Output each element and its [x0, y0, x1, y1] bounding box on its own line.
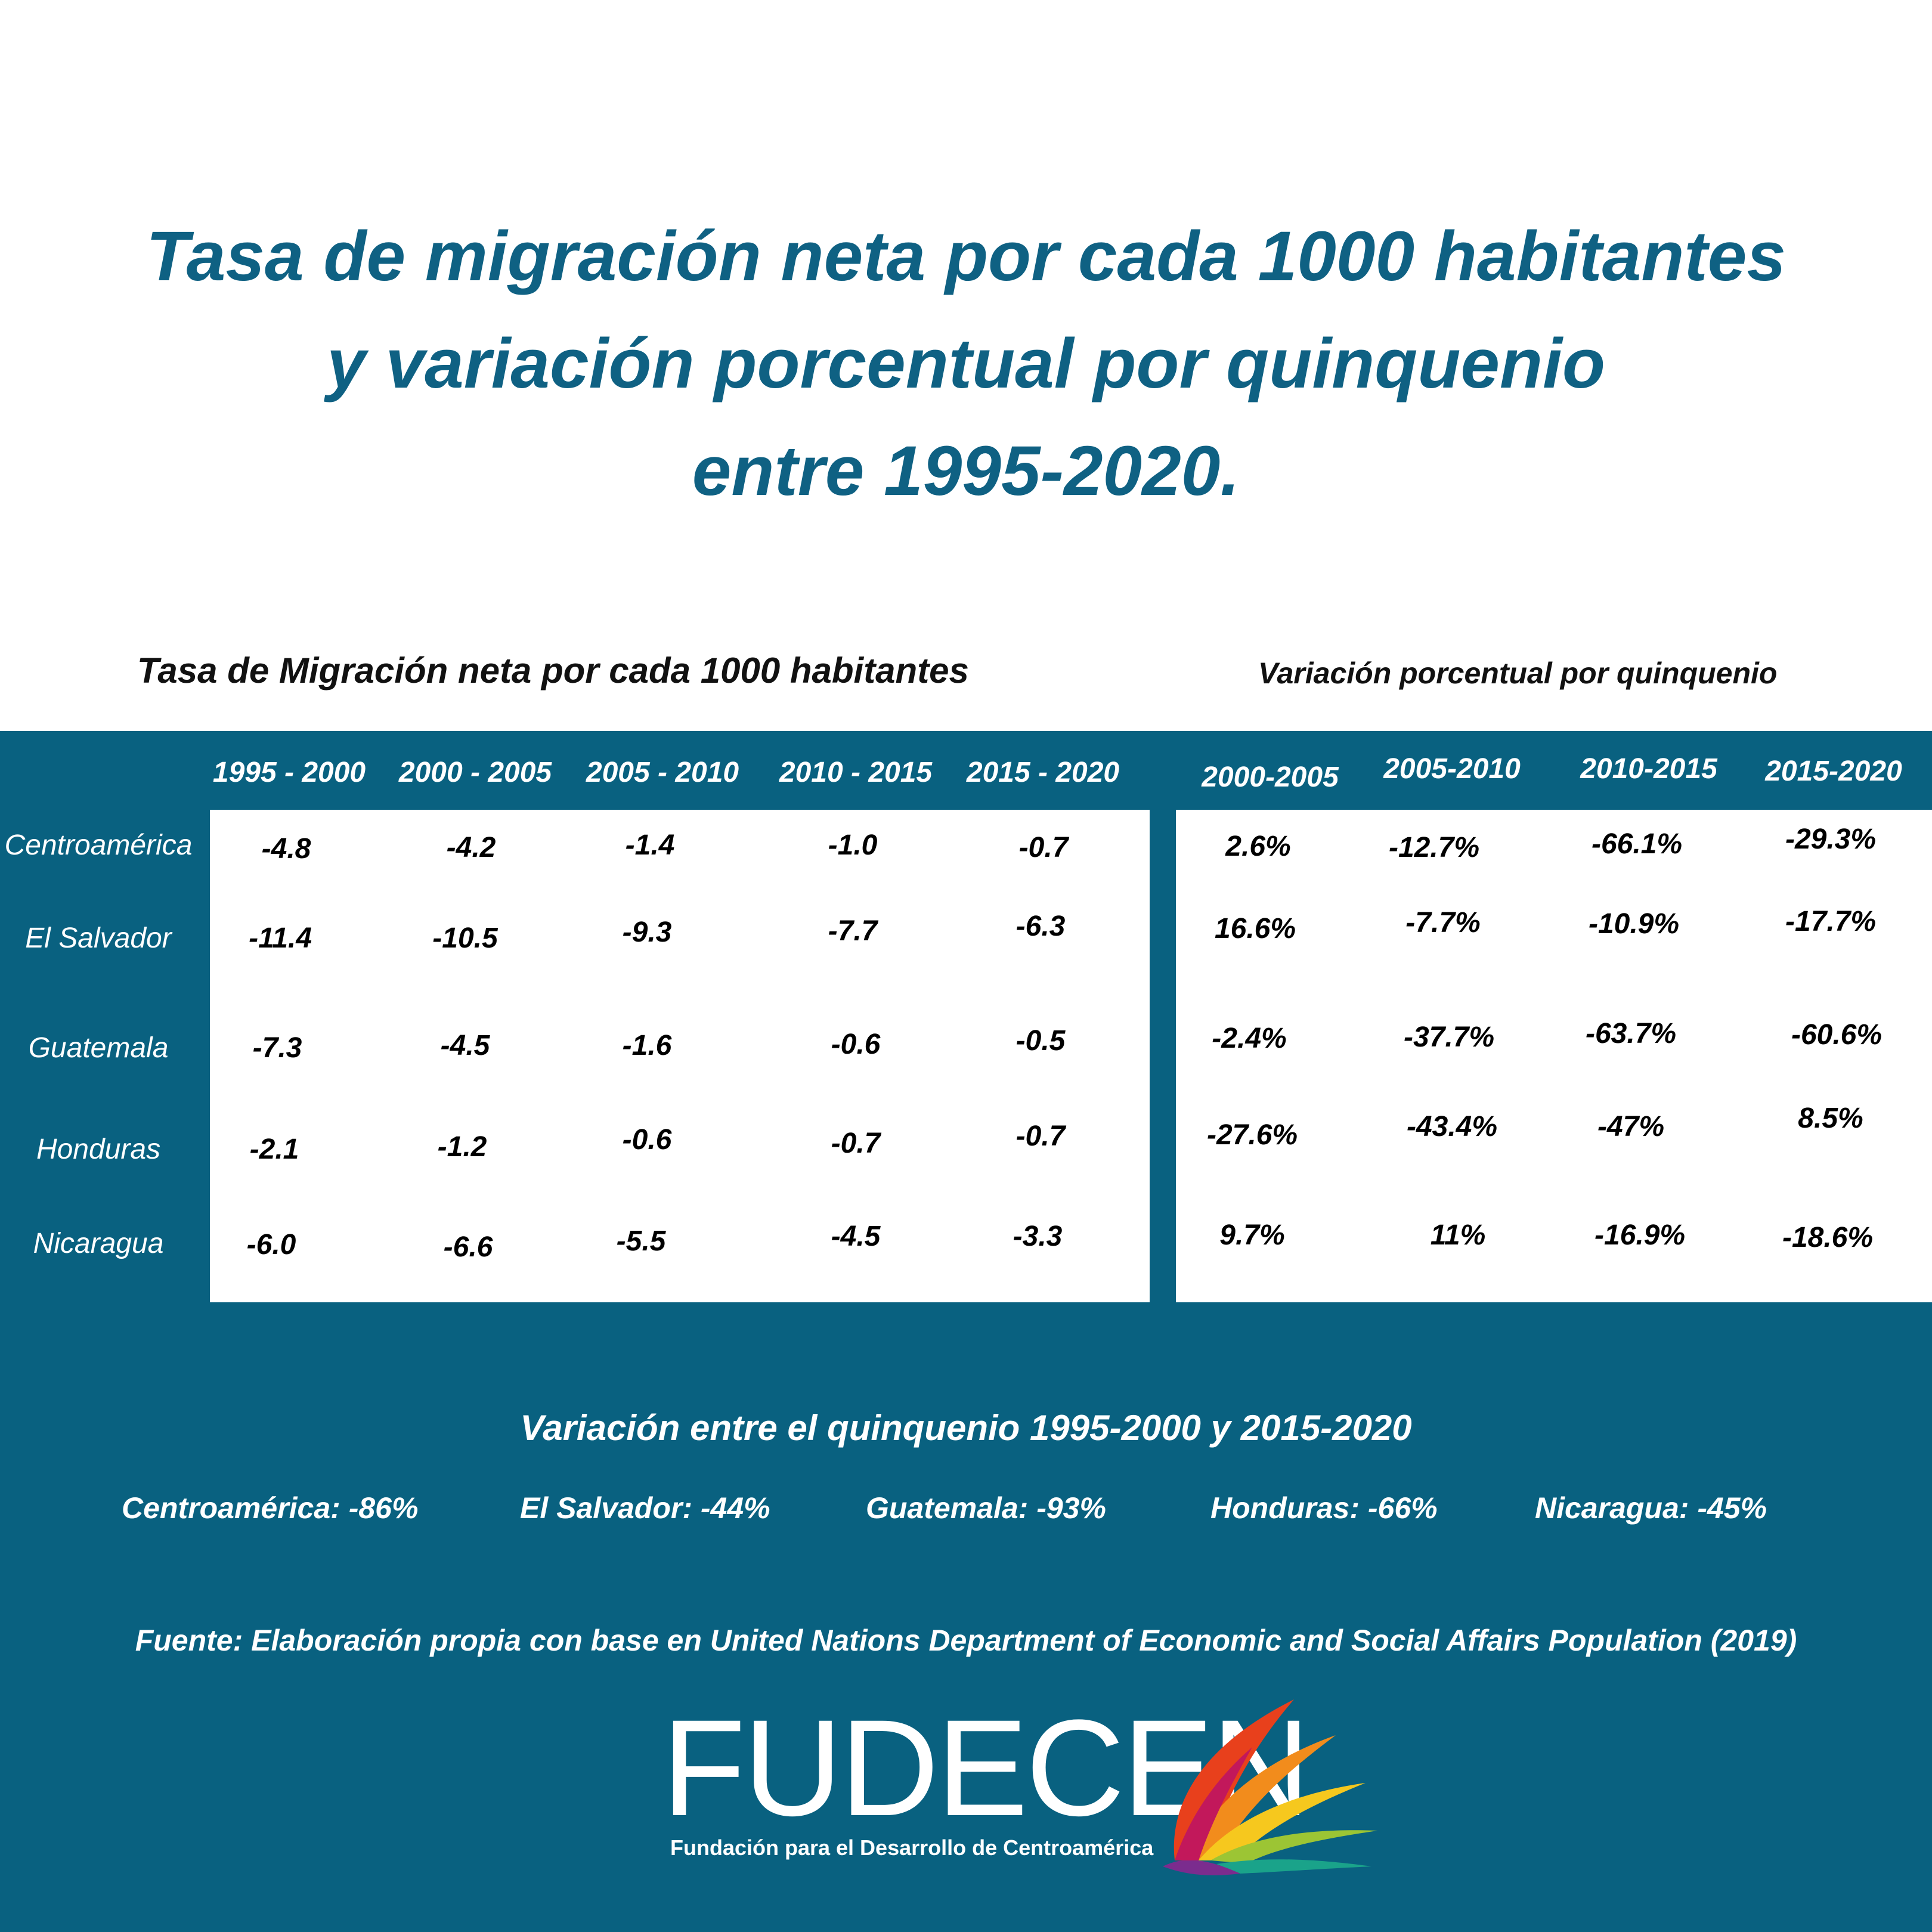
variation-cell: -7.7% [1405, 907, 1481, 939]
variation-cell: -66.1% [1591, 828, 1683, 860]
variation-table-panel [1176, 810, 1932, 1302]
rate-cell: -1.2 [437, 1131, 487, 1163]
rate-cell: -2.1 [249, 1134, 299, 1165]
source-note: Fuente: Elaboración propia con base en U… [135, 1624, 1797, 1657]
rate-cell: -4.5 [831, 1221, 881, 1252]
variation-cell: 2.6% [1225, 831, 1291, 862]
variation-cell: 16.6% [1214, 913, 1296, 945]
variation-cell: -10.9% [1588, 908, 1680, 940]
rate-cell: -1.0 [828, 829, 878, 861]
rates-col-header: 2005 - 2010 [586, 757, 739, 788]
variation-summary-item: El Salvador: -44% [520, 1491, 770, 1525]
variation-cell: -16.9% [1594, 1219, 1686, 1251]
rate-cell: -1.6 [622, 1030, 672, 1061]
variation-cell: -17.7% [1785, 906, 1877, 937]
variation-cell: -63.7% [1585, 1018, 1677, 1049]
rate-cell: -3.3 [1013, 1221, 1063, 1252]
variation-col-header: 2000-2005 [1202, 761, 1339, 793]
title-line-1: Tasa de migración neta por cada 1000 hab… [146, 217, 1786, 296]
variation-cell: -2.4% [1212, 1023, 1287, 1054]
variation-summary-item: Guatemala: -93% [866, 1491, 1106, 1525]
rate-cell: -6.6 [443, 1231, 493, 1263]
rates-col-header: 1995 - 2000 [212, 757, 366, 788]
rates-col-header: 2000 - 2005 [398, 757, 552, 788]
variation-summary-title: Variación entre el quinquenio 1995-2000 … [520, 1408, 1412, 1448]
variation-cell: -47% [1597, 1111, 1665, 1143]
rate-cell: -0.6 [831, 1029, 881, 1060]
title-line-2: y variación porcentual por quinquenio [327, 324, 1605, 403]
rate-cell: -4.8 [261, 833, 311, 865]
logo-tagline: Fundación para el Desarrollo de Centroam… [670, 1835, 1154, 1860]
variation-cell: 8.5% [1798, 1103, 1863, 1134]
variation-cell: -60.6% [1791, 1019, 1883, 1051]
row-label-honduras: Honduras [36, 1134, 161, 1165]
variation-cell: 9.7% [1219, 1219, 1285, 1251]
variation-cell: -29.3% [1785, 823, 1877, 855]
rate-cell: -5.5 [616, 1225, 666, 1257]
variation-col-header: 2005-2010 [1383, 753, 1521, 785]
variation-summary-item: Centroamérica: -86% [122, 1491, 419, 1525]
fudecen-logo: FUDECEN Fundación para el Desarrollo de … [662, 1693, 1377, 1875]
variation-col-header: 2015-2020 [1765, 756, 1902, 787]
variation-summary-item: Honduras: -66% [1210, 1491, 1438, 1525]
variation-cell: -12.7% [1388, 832, 1480, 863]
rate-cell: -9.3 [622, 917, 672, 948]
rate-cell: -0.6 [622, 1124, 672, 1156]
page-title: Tasa de migración neta por cada 1000 hab… [0, 203, 1932, 525]
rate-cell: -0.5 [1015, 1025, 1066, 1057]
variation-cell: -18.6% [1782, 1222, 1874, 1253]
row-label-guatemala: Guatemala [28, 1032, 169, 1064]
variation-table-subtitle: Variación porcentual por quinquenio [1258, 657, 1778, 690]
rate-cell: -7.7 [828, 915, 878, 947]
rate-cell: -11.4 [249, 922, 312, 954]
rate-cell: -1.4 [625, 829, 675, 861]
rate-cell: -6.0 [246, 1229, 296, 1261]
rate-cell: -4.5 [440, 1030, 490, 1061]
rate-cell: -4.2 [446, 832, 496, 863]
rates-table-panel [210, 810, 1150, 1302]
title-line-3: entre 1995-2020. [692, 432, 1240, 510]
rates-col-header: 2010 - 2015 [779, 757, 933, 788]
variation-cell: -43.4% [1406, 1111, 1498, 1143]
variation-cell: 11% [1430, 1219, 1486, 1251]
rate-cell: -7.3 [252, 1032, 302, 1064]
rate-cell: -0.7 [1018, 832, 1069, 863]
rate-cell: -0.7 [1015, 1120, 1066, 1152]
rate-cell: -0.7 [831, 1128, 881, 1159]
leaf-fan-icon [1163, 1699, 1377, 1875]
variation-cell: -37.7% [1403, 1021, 1495, 1053]
row-label-el-salvador: El Salvador [25, 922, 172, 954]
rates-col-header: 2015 - 2020 [966, 757, 1120, 788]
variation-summary-item: Nicaragua: -45% [1535, 1491, 1767, 1525]
rate-cell: -10.5 [432, 922, 498, 954]
variation-col-header: 2010-2015 [1580, 753, 1717, 785]
rates-table-subtitle: Tasa de Migración neta por cada 1000 hab… [137, 651, 969, 691]
row-label-nicaragua: Nicaragua [33, 1228, 164, 1259]
variation-summary-list: Centroamérica: -86% El Salvador: -44% Gu… [0, 1491, 1932, 1532]
variation-cell: -27.6% [1206, 1119, 1298, 1151]
row-label-centroamerica: Centroamérica [4, 829, 193, 861]
rate-cell: -6.3 [1015, 911, 1066, 942]
